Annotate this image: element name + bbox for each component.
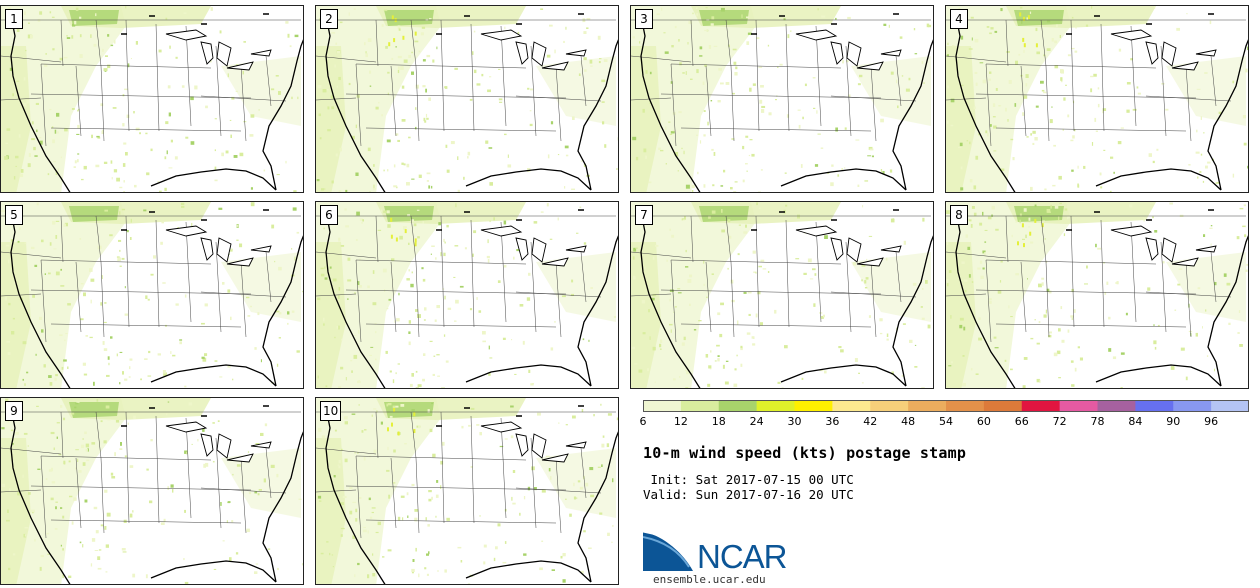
colorbar-tick-label: 42 <box>863 415 878 428</box>
colorbar-tick-label: 54 <box>939 415 953 428</box>
colorbar-segment <box>756 400 796 412</box>
ensemble-member-panel-4: 4 <box>945 5 1249 193</box>
ensemble-member-panel-7: 7 <box>630 201 934 389</box>
colorbar-segment <box>643 400 682 412</box>
colorbar-tick-label: 66 <box>1014 415 1029 428</box>
colorbar-segment <box>794 400 833 412</box>
us-wind-map <box>631 202 933 388</box>
ensemble-member-panel-10: 10 <box>315 397 619 585</box>
init-time: Init: Sat 2017-07-15 00 UTC <box>643 472 854 487</box>
panel-number: 6 <box>320 205 338 225</box>
colorbar-tick-label: 24 <box>749 415 764 428</box>
colorbar-segment <box>1211 400 1249 412</box>
us-wind-map <box>316 202 618 388</box>
colorbar-tick-label: 6 <box>639 415 647 428</box>
us-wind-map <box>946 6 1248 192</box>
colorbar-tick-label: 48 <box>901 415 916 428</box>
valid-time: Valid: Sun 2017-07-16 20 UTC <box>643 487 854 502</box>
logo-wordmark: NCAR <box>697 538 788 575</box>
us-wind-map <box>316 6 618 192</box>
panel-number: 2 <box>320 9 338 29</box>
colorbar-segment <box>983 400 1023 412</box>
colorbar-tick-label: 90 <box>1166 415 1181 428</box>
colorbar-tick-label: 18 <box>711 415 726 428</box>
colorbar-segment <box>1173 400 1212 412</box>
us-wind-map <box>631 6 933 192</box>
colorbar-segment <box>870 400 909 412</box>
colorbar-tick-label: 12 <box>673 415 688 428</box>
colorbar-segment <box>1135 400 1174 412</box>
colorbar-tick-label: 30 <box>787 415 802 428</box>
us-wind-map <box>946 202 1248 388</box>
colorbar-tick-label: 60 <box>976 415 991 428</box>
colorbar-tick-label: 96 <box>1204 415 1219 428</box>
colorbar-segment <box>1097 400 1136 412</box>
us-wind-map <box>1 6 303 192</box>
ensemble-member-panel-5: 5 <box>0 201 304 389</box>
colorbar-tick-label: 78 <box>1090 415 1105 428</box>
logo-url: ensemble.ucar.edu <box>653 573 766 586</box>
panel-number: 9 <box>5 401 23 421</box>
us-wind-map <box>316 398 618 584</box>
ensemble-member-panel-8: 8 <box>945 201 1249 389</box>
colorbar-segment <box>718 400 758 412</box>
panel-number: 8 <box>950 205 968 225</box>
colorbar-tick-label: 36 <box>825 415 840 428</box>
colorbar-segment <box>832 400 871 412</box>
colorbar-segment <box>1021 400 1061 412</box>
map-title: 10-m wind speed (kts) postage stamp <box>643 444 967 462</box>
ensemble-member-panel-3: 3 <box>630 5 934 193</box>
panel-number: 4 <box>950 9 968 29</box>
us-wind-map <box>1 202 303 388</box>
wind-speed-colorbar <box>643 400 1249 412</box>
ensemble-member-panel-1: 1 <box>0 5 304 193</box>
panel-number: 1 <box>5 9 23 29</box>
ensemble-member-panel-6: 6 <box>315 201 619 389</box>
colorbar-segment <box>680 400 720 412</box>
panel-number: 7 <box>635 205 653 225</box>
ncar-logo-icon <box>643 531 697 571</box>
ensemble-member-panel-2: 2 <box>315 5 619 193</box>
panel-number: 3 <box>635 9 653 29</box>
us-wind-map <box>1 398 303 584</box>
panel-number: 10 <box>320 401 342 421</box>
panel-number: 5 <box>5 205 23 225</box>
ensemble-member-panel-9: 9 <box>0 397 304 585</box>
colorbar-segment <box>1059 400 1099 412</box>
colorbar-segment <box>946 400 985 412</box>
colorbar-tick-label: 72 <box>1052 415 1067 428</box>
colorbar-segment <box>908 400 947 412</box>
colorbar-tick-label: 84 <box>1128 415 1143 428</box>
